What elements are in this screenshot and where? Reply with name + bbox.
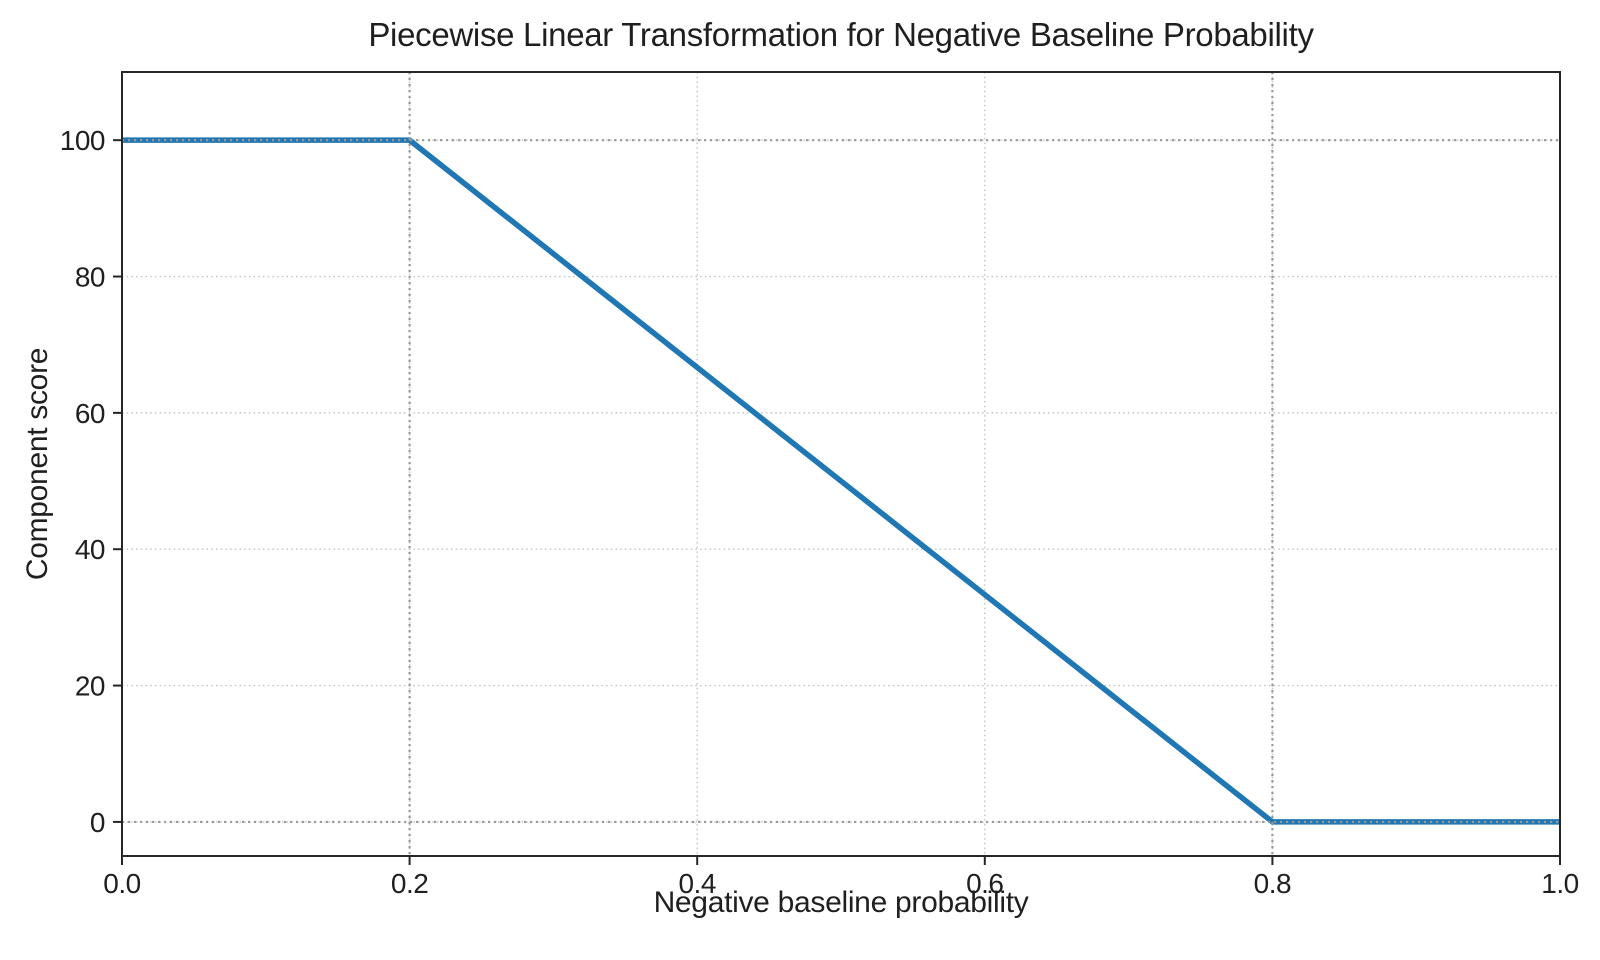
x-tick-label: 0.6 <box>966 868 1003 899</box>
x-axis-label: Negative baseline probability <box>653 886 1029 919</box>
series-line <box>122 137 1560 825</box>
chart-title: Piecewise Linear Transformation for Nega… <box>368 16 1314 53</box>
y-axis-label: Component score <box>21 347 54 581</box>
y-tick-label: 60 <box>75 398 105 429</box>
x-tick-label: 0.2 <box>391 868 428 899</box>
x-tick-label: 0.8 <box>1254 868 1291 899</box>
y-tick-label: 40 <box>75 534 105 565</box>
y-tick-label: 80 <box>75 262 105 293</box>
y-tick-label: 100 <box>60 125 105 156</box>
x-tick-label: 1.0 <box>1541 868 1578 899</box>
y-tick-label: 0 <box>90 807 105 838</box>
x-tick-label: 0.4 <box>678 868 715 899</box>
axes-spines <box>121 71 1561 857</box>
x-tick-label: 0.0 <box>103 868 140 899</box>
y-tick-label: 20 <box>75 671 105 702</box>
